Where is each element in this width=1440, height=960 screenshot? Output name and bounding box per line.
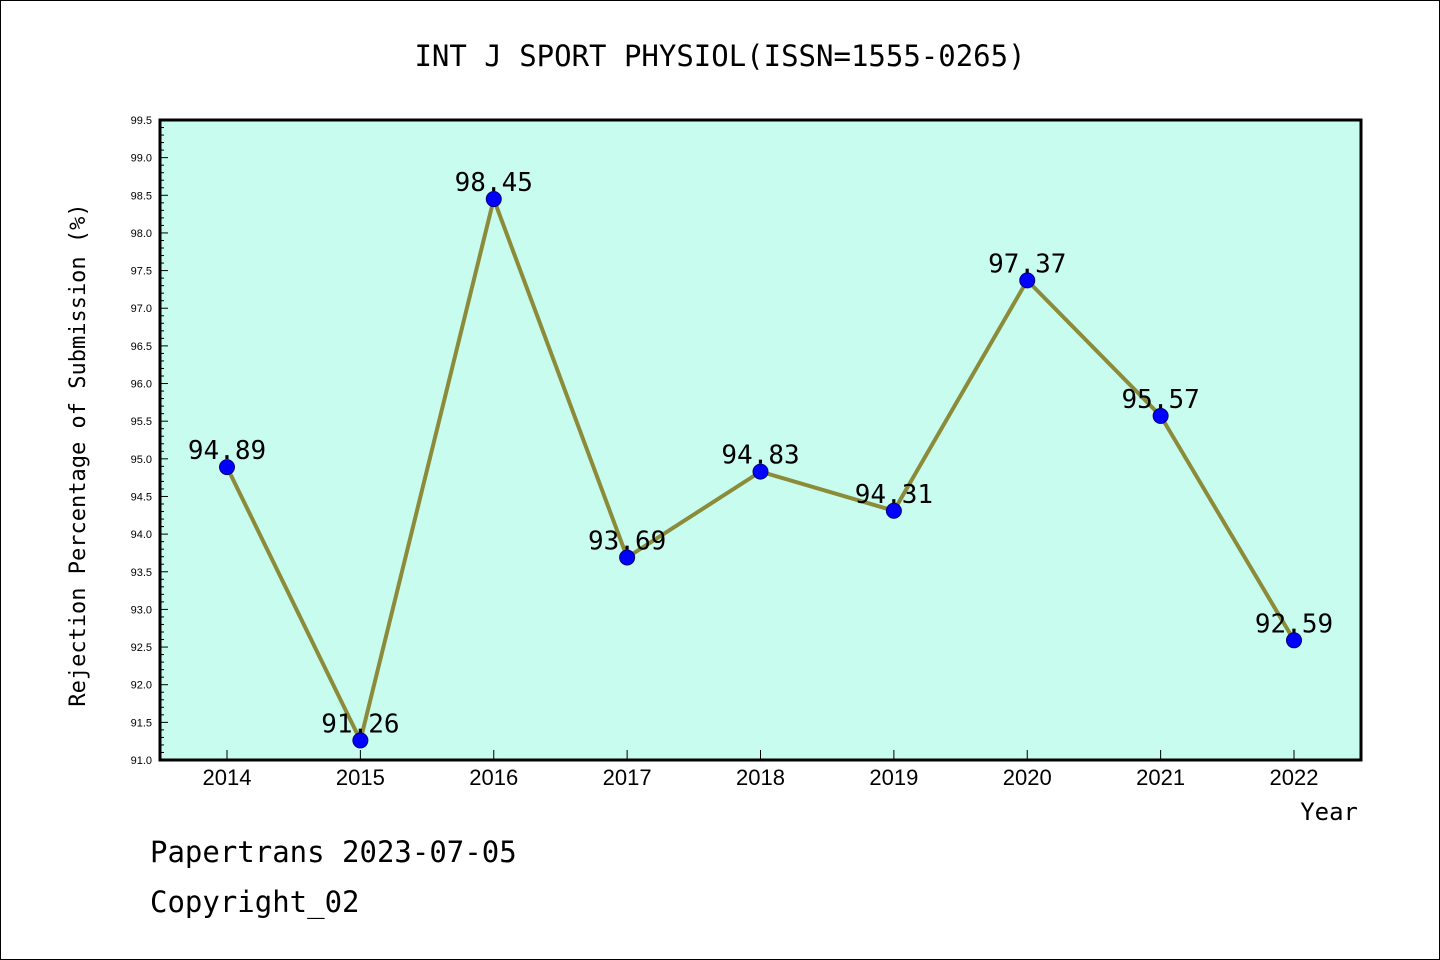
x-tick-label: 2022	[1270, 765, 1319, 790]
data-label: 94.83	[721, 441, 799, 471]
y-tick-label: 94.5	[131, 491, 152, 503]
y-tick-label: 93.0	[131, 604, 152, 616]
y-tick-label: 96.5	[131, 341, 152, 353]
y-axis: 91.0 91.5 92.0 92.5 93.0 93.5 94.0 94.5 95.0 95.5…	[131, 115, 168, 767]
data-point	[1286, 632, 1302, 649]
data-point	[352, 732, 369, 749]
data-label: 98.45	[455, 168, 533, 198]
data-point	[219, 459, 235, 476]
data-label: 94.31	[855, 480, 933, 510]
data-label: 97.37	[988, 249, 1066, 279]
y-tick-label: 97.0	[131, 303, 152, 315]
y-tick-label: 99.0	[131, 153, 152, 165]
x-tick-label: 2021	[1136, 765, 1185, 790]
y-tick-label: 93.5	[131, 567, 152, 579]
plot-area	[158, 118, 1363, 762]
x-tick-label: 2014	[203, 765, 252, 790]
y-tick-label: 95.5	[131, 416, 152, 428]
data-label: 92.59	[1255, 609, 1333, 639]
x-tick-label: 2016	[469, 765, 518, 790]
x-tick-label: 2018	[736, 765, 785, 790]
y-tick-label: 94.0	[131, 529, 152, 541]
data-point	[619, 549, 636, 566]
y-tick-label: 92.5	[131, 642, 152, 654]
x-axis-label: Year	[1300, 798, 1358, 826]
y-tick-label: 92.0	[131, 680, 152, 692]
footer-date: Papertrans 2023-07-05	[150, 835, 517, 869]
x-tick-label: 2020	[1003, 765, 1052, 790]
y-tick-label: 97.5	[131, 266, 152, 278]
y-tick-label: 98.0	[131, 228, 152, 240]
x-tick-label: 2015	[336, 765, 385, 790]
x-tick-label: 2019	[869, 765, 918, 790]
y-tick-label: 99.5	[131, 115, 152, 127]
y-tick-label: 91.5	[131, 717, 152, 729]
footer-copyright: Copyright_02	[150, 885, 360, 919]
data-point	[1152, 407, 1169, 424]
data-point	[752, 463, 769, 480]
data-point	[885, 502, 902, 519]
y-tick-label: 91.0	[131, 755, 152, 767]
x-axis: 2014 2015 2016 2017 2018 2019 2020 2021 2022	[203, 750, 1319, 790]
data-label: 94.89	[188, 436, 266, 466]
y-tick-label: 96.0	[131, 379, 152, 391]
data-label: 93.69	[588, 526, 666, 556]
x-tick-label: 2017	[603, 765, 652, 790]
chart-title: INT J SPORT PHYSIOL(ISSN=1555-0265)	[414, 39, 1025, 73]
y-tick-label: 98.5	[131, 190, 152, 202]
y-tick-label: 95.0	[131, 454, 152, 466]
data-point	[1019, 272, 1036, 289]
data-label: 91.26	[321, 709, 399, 739]
data-labels: 94.89 91.26 98.45 93.69 94.83 94.31 97.37 95.57…	[188, 168, 1333, 739]
series-group	[219, 191, 1302, 749]
y-axis-label: Rejection Percentage of Submission (%)	[66, 203, 91, 706]
data-label: 95.57	[1121, 385, 1199, 415]
data-point	[485, 191, 502, 208]
